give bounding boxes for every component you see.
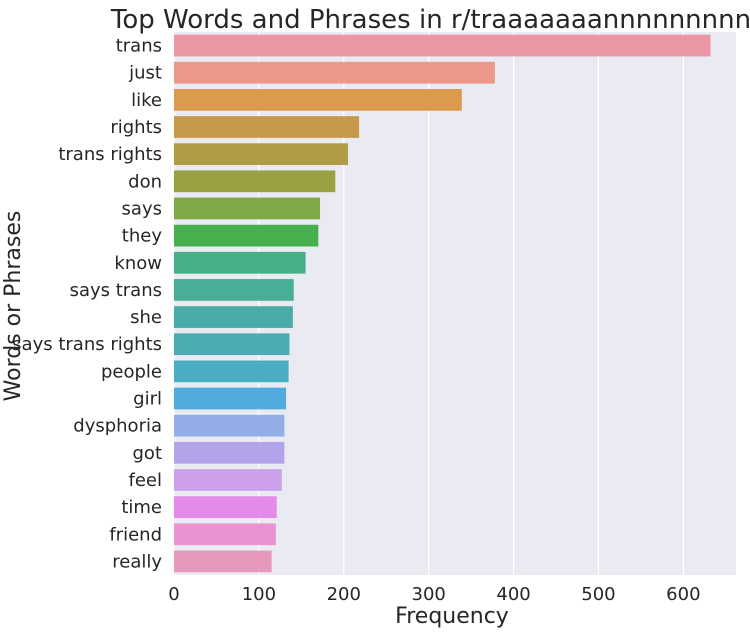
bar bbox=[174, 143, 349, 166]
bar bbox=[174, 89, 462, 111]
y-tick-label: rights bbox=[110, 117, 162, 138]
y-tick-label: just bbox=[128, 63, 162, 84]
bar bbox=[174, 224, 319, 247]
chart-title: Top Words and Phrases in r/traaaaaaannnn… bbox=[110, 5, 750, 35]
y-tick-label: they bbox=[122, 226, 163, 247]
y-tick-label: says trans bbox=[70, 280, 162, 301]
x-tick-label: 100 bbox=[242, 584, 276, 605]
bar bbox=[174, 550, 272, 573]
bar bbox=[174, 496, 277, 518]
y-tick-label: got bbox=[133, 443, 163, 464]
y-tick-label: feel bbox=[129, 470, 163, 491]
bar bbox=[174, 441, 285, 464]
y-tick-label: dysphoria bbox=[73, 416, 162, 437]
bar bbox=[174, 523, 276, 546]
y-tick-label: friend bbox=[109, 524, 162, 545]
x-tick-label: 600 bbox=[666, 584, 700, 605]
x-tick-label: 200 bbox=[327, 584, 361, 605]
y-tick-label: know bbox=[114, 253, 162, 274]
bar bbox=[174, 61, 495, 84]
x-tick-labels: 0 100 200 300 400 500 600 bbox=[168, 584, 700, 605]
bar bbox=[174, 469, 282, 491]
y-tick-label: girl bbox=[133, 389, 162, 410]
y-tick-label: she bbox=[130, 307, 162, 328]
y-tick-label: really bbox=[112, 551, 162, 572]
bar bbox=[174, 251, 306, 274]
bar bbox=[174, 197, 321, 220]
y-tick-label: time bbox=[121, 497, 162, 518]
y-tick-labels: trans just like rights trans rights don says th… bbox=[12, 36, 162, 573]
bar bbox=[174, 170, 336, 193]
bar bbox=[174, 116, 360, 138]
bar bbox=[174, 387, 287, 410]
x-tick-label: 400 bbox=[496, 584, 530, 605]
bar bbox=[174, 414, 285, 437]
y-tick-label: says trans rights bbox=[12, 334, 162, 355]
x-tick-label: 0 bbox=[168, 584, 179, 605]
y-axis-label: Words or Phrases bbox=[1, 211, 26, 402]
x-tick-label: 500 bbox=[581, 584, 615, 605]
y-tick-label: trans bbox=[116, 36, 162, 57]
x-axis-label: Frequency bbox=[395, 604, 509, 629]
y-tick-label: says bbox=[122, 198, 162, 219]
bar bbox=[174, 279, 294, 301]
y-tick-label: trans rights bbox=[58, 144, 162, 165]
bars bbox=[174, 34, 711, 573]
y-tick-label: like bbox=[131, 90, 162, 111]
bar bbox=[174, 360, 289, 383]
bar bbox=[174, 333, 290, 356]
y-tick-label: people bbox=[101, 361, 162, 382]
y-tick-label: don bbox=[128, 171, 162, 192]
x-tick-label: 300 bbox=[412, 584, 446, 605]
bar bbox=[174, 34, 711, 57]
bar bbox=[174, 306, 293, 328]
